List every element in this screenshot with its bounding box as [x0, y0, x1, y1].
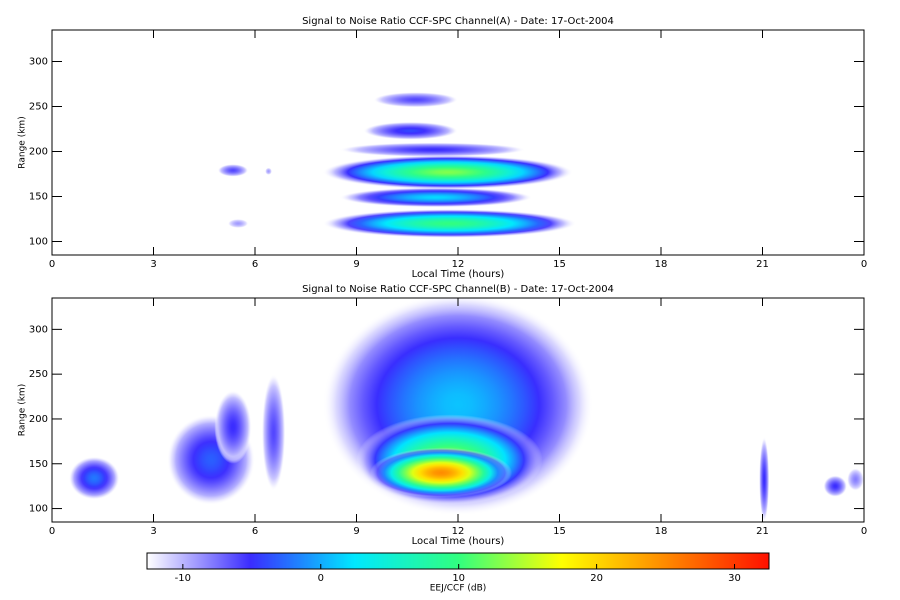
x-tick-label: 3 [150, 526, 156, 537]
x-tick-label: 0 [861, 259, 867, 270]
y-tick-label: 150 [29, 459, 48, 470]
x-tick-label: 18 [655, 526, 668, 537]
echo-region [759, 436, 770, 522]
echo-region [68, 456, 120, 500]
colorbar-tick-label: -10 [175, 573, 191, 584]
colorbar [146, 552, 770, 570]
x-axis-label: Local Time (hours) [412, 536, 505, 547]
echo-region [227, 219, 249, 228]
colorbar-label: EEJ/CCF (dB) [430, 584, 487, 594]
echo-region [847, 468, 864, 491]
x-tick-label: 21 [756, 259, 769, 270]
x-tick-label: 12 [452, 526, 465, 537]
x-tick-label: 9 [353, 259, 359, 270]
echo-region [373, 92, 459, 108]
echo-region [823, 475, 848, 497]
heatmap [217, 92, 577, 238]
x-tick-label: 15 [553, 526, 566, 537]
x-tick-label: 9 [353, 526, 359, 537]
y-axis-label: Range (km) [18, 116, 28, 168]
x-tick-label: 0 [49, 526, 55, 537]
colorbar-tick-label: 0 [318, 573, 324, 584]
y-axis-label: Range (km) [18, 384, 28, 436]
echo-region [322, 155, 574, 190]
colorbar-tick-label: 20 [590, 573, 603, 584]
colorbar-tick-label: 10 [452, 573, 465, 584]
echo-region [214, 390, 252, 464]
echo-region [261, 374, 286, 491]
x-tick-label: 6 [252, 526, 258, 537]
y-tick-label: 300 [29, 324, 48, 335]
y-tick-label: 200 [29, 414, 48, 425]
y-tick-label: 100 [29, 504, 48, 515]
x-tick-label: 18 [655, 259, 668, 270]
y-tick-label: 200 [29, 147, 48, 158]
x-tick-label: 21 [756, 526, 769, 537]
x-tick-label: 0 [861, 526, 867, 537]
x-tick-label: 6 [252, 259, 258, 270]
colorbar-tick-label: 30 [728, 573, 741, 584]
heatmap [68, 298, 864, 522]
y-tick-label: 250 [29, 102, 48, 113]
echo-region [322, 209, 577, 238]
chart-title: Signal to Noise Ratio CCF-SPC Channel(B)… [302, 284, 614, 295]
echo-region [339, 142, 526, 157]
echo-region [265, 167, 272, 175]
chart-title: Signal to Noise Ratio CCF-SPC Channel(A)… [302, 16, 614, 27]
x-tick-label: 3 [150, 259, 156, 270]
y-tick-label: 250 [29, 369, 48, 380]
x-tick-label: 0 [49, 259, 55, 270]
x-tick-label: 12 [452, 259, 465, 270]
x-tick-label: 15 [553, 259, 566, 270]
echo-region [339, 187, 533, 208]
y-tick-label: 100 [29, 237, 48, 248]
y-tick-label: 150 [29, 192, 48, 203]
echo-region [370, 447, 513, 498]
echo-region [363, 121, 458, 140]
y-tick-label: 300 [29, 57, 48, 68]
echo-region [217, 164, 249, 177]
x-axis-label: Local Time (hours) [412, 269, 505, 280]
